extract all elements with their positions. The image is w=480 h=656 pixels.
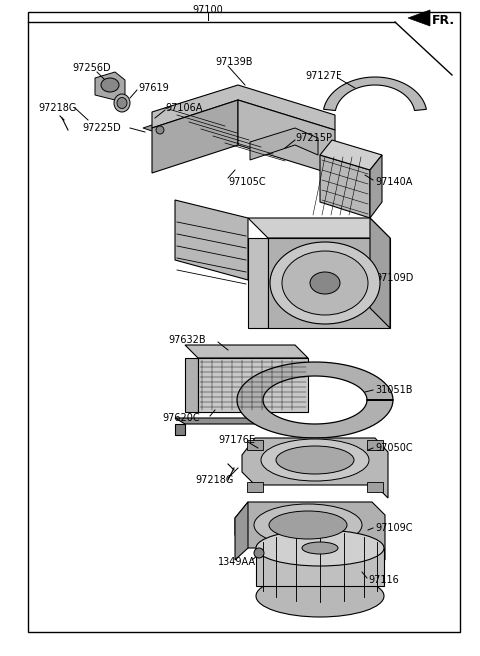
Ellipse shape [101, 78, 119, 92]
Polygon shape [255, 440, 278, 452]
Polygon shape [238, 100, 335, 175]
Polygon shape [185, 345, 308, 358]
Text: 1349AA: 1349AA [218, 557, 256, 567]
Ellipse shape [254, 504, 362, 546]
Ellipse shape [117, 98, 127, 108]
Ellipse shape [276, 446, 354, 474]
Polygon shape [248, 218, 390, 238]
Text: 97109C: 97109C [375, 523, 412, 533]
Polygon shape [250, 128, 318, 160]
Text: 97050C: 97050C [375, 443, 413, 453]
Text: 97215P: 97215P [295, 133, 332, 143]
Polygon shape [175, 200, 248, 280]
Polygon shape [320, 140, 382, 170]
Ellipse shape [256, 575, 384, 617]
Text: 97106A: 97106A [165, 103, 203, 113]
Circle shape [254, 548, 264, 558]
Polygon shape [95, 72, 125, 100]
Ellipse shape [256, 530, 384, 566]
Polygon shape [370, 155, 382, 218]
Ellipse shape [282, 251, 368, 315]
Text: 97176E: 97176E [218, 435, 255, 445]
Polygon shape [242, 438, 388, 498]
Text: 97139B: 97139B [215, 57, 252, 67]
Polygon shape [175, 424, 185, 435]
Text: 97218G: 97218G [38, 103, 76, 113]
Polygon shape [185, 358, 198, 412]
Text: 97632B: 97632B [168, 335, 205, 345]
Text: 31051B: 31051B [375, 385, 412, 395]
Text: 97100: 97100 [192, 5, 223, 15]
Polygon shape [370, 218, 390, 328]
Polygon shape [152, 85, 335, 130]
Polygon shape [367, 482, 383, 492]
Text: 97225D: 97225D [82, 123, 121, 133]
Polygon shape [247, 482, 263, 492]
Text: 97619: 97619 [138, 83, 169, 93]
Polygon shape [175, 418, 260, 424]
Polygon shape [235, 502, 248, 560]
Polygon shape [268, 238, 390, 328]
Polygon shape [320, 155, 370, 218]
Circle shape [156, 126, 164, 134]
Polygon shape [256, 548, 384, 586]
Text: 97140A: 97140A [375, 177, 412, 187]
Ellipse shape [302, 542, 338, 554]
Polygon shape [367, 440, 383, 450]
Text: 97109D: 97109D [375, 273, 413, 283]
Text: 97105C: 97105C [228, 177, 265, 187]
Polygon shape [152, 100, 238, 173]
Text: 97256D: 97256D [72, 63, 110, 73]
Ellipse shape [114, 94, 130, 112]
Text: FR.: FR. [432, 14, 455, 27]
Polygon shape [247, 440, 263, 450]
Text: 97127F: 97127F [305, 71, 342, 81]
Polygon shape [235, 502, 385, 560]
Polygon shape [248, 238, 268, 328]
Polygon shape [198, 358, 308, 412]
Ellipse shape [269, 511, 347, 539]
Polygon shape [408, 10, 430, 26]
Text: 97620C: 97620C [162, 413, 200, 423]
Polygon shape [237, 362, 393, 438]
Ellipse shape [310, 272, 340, 294]
Ellipse shape [270, 242, 380, 324]
Text: 97116: 97116 [368, 575, 399, 585]
Polygon shape [324, 77, 426, 110]
Ellipse shape [261, 439, 369, 481]
Polygon shape [143, 124, 162, 132]
Text: 97218G: 97218G [195, 475, 233, 485]
